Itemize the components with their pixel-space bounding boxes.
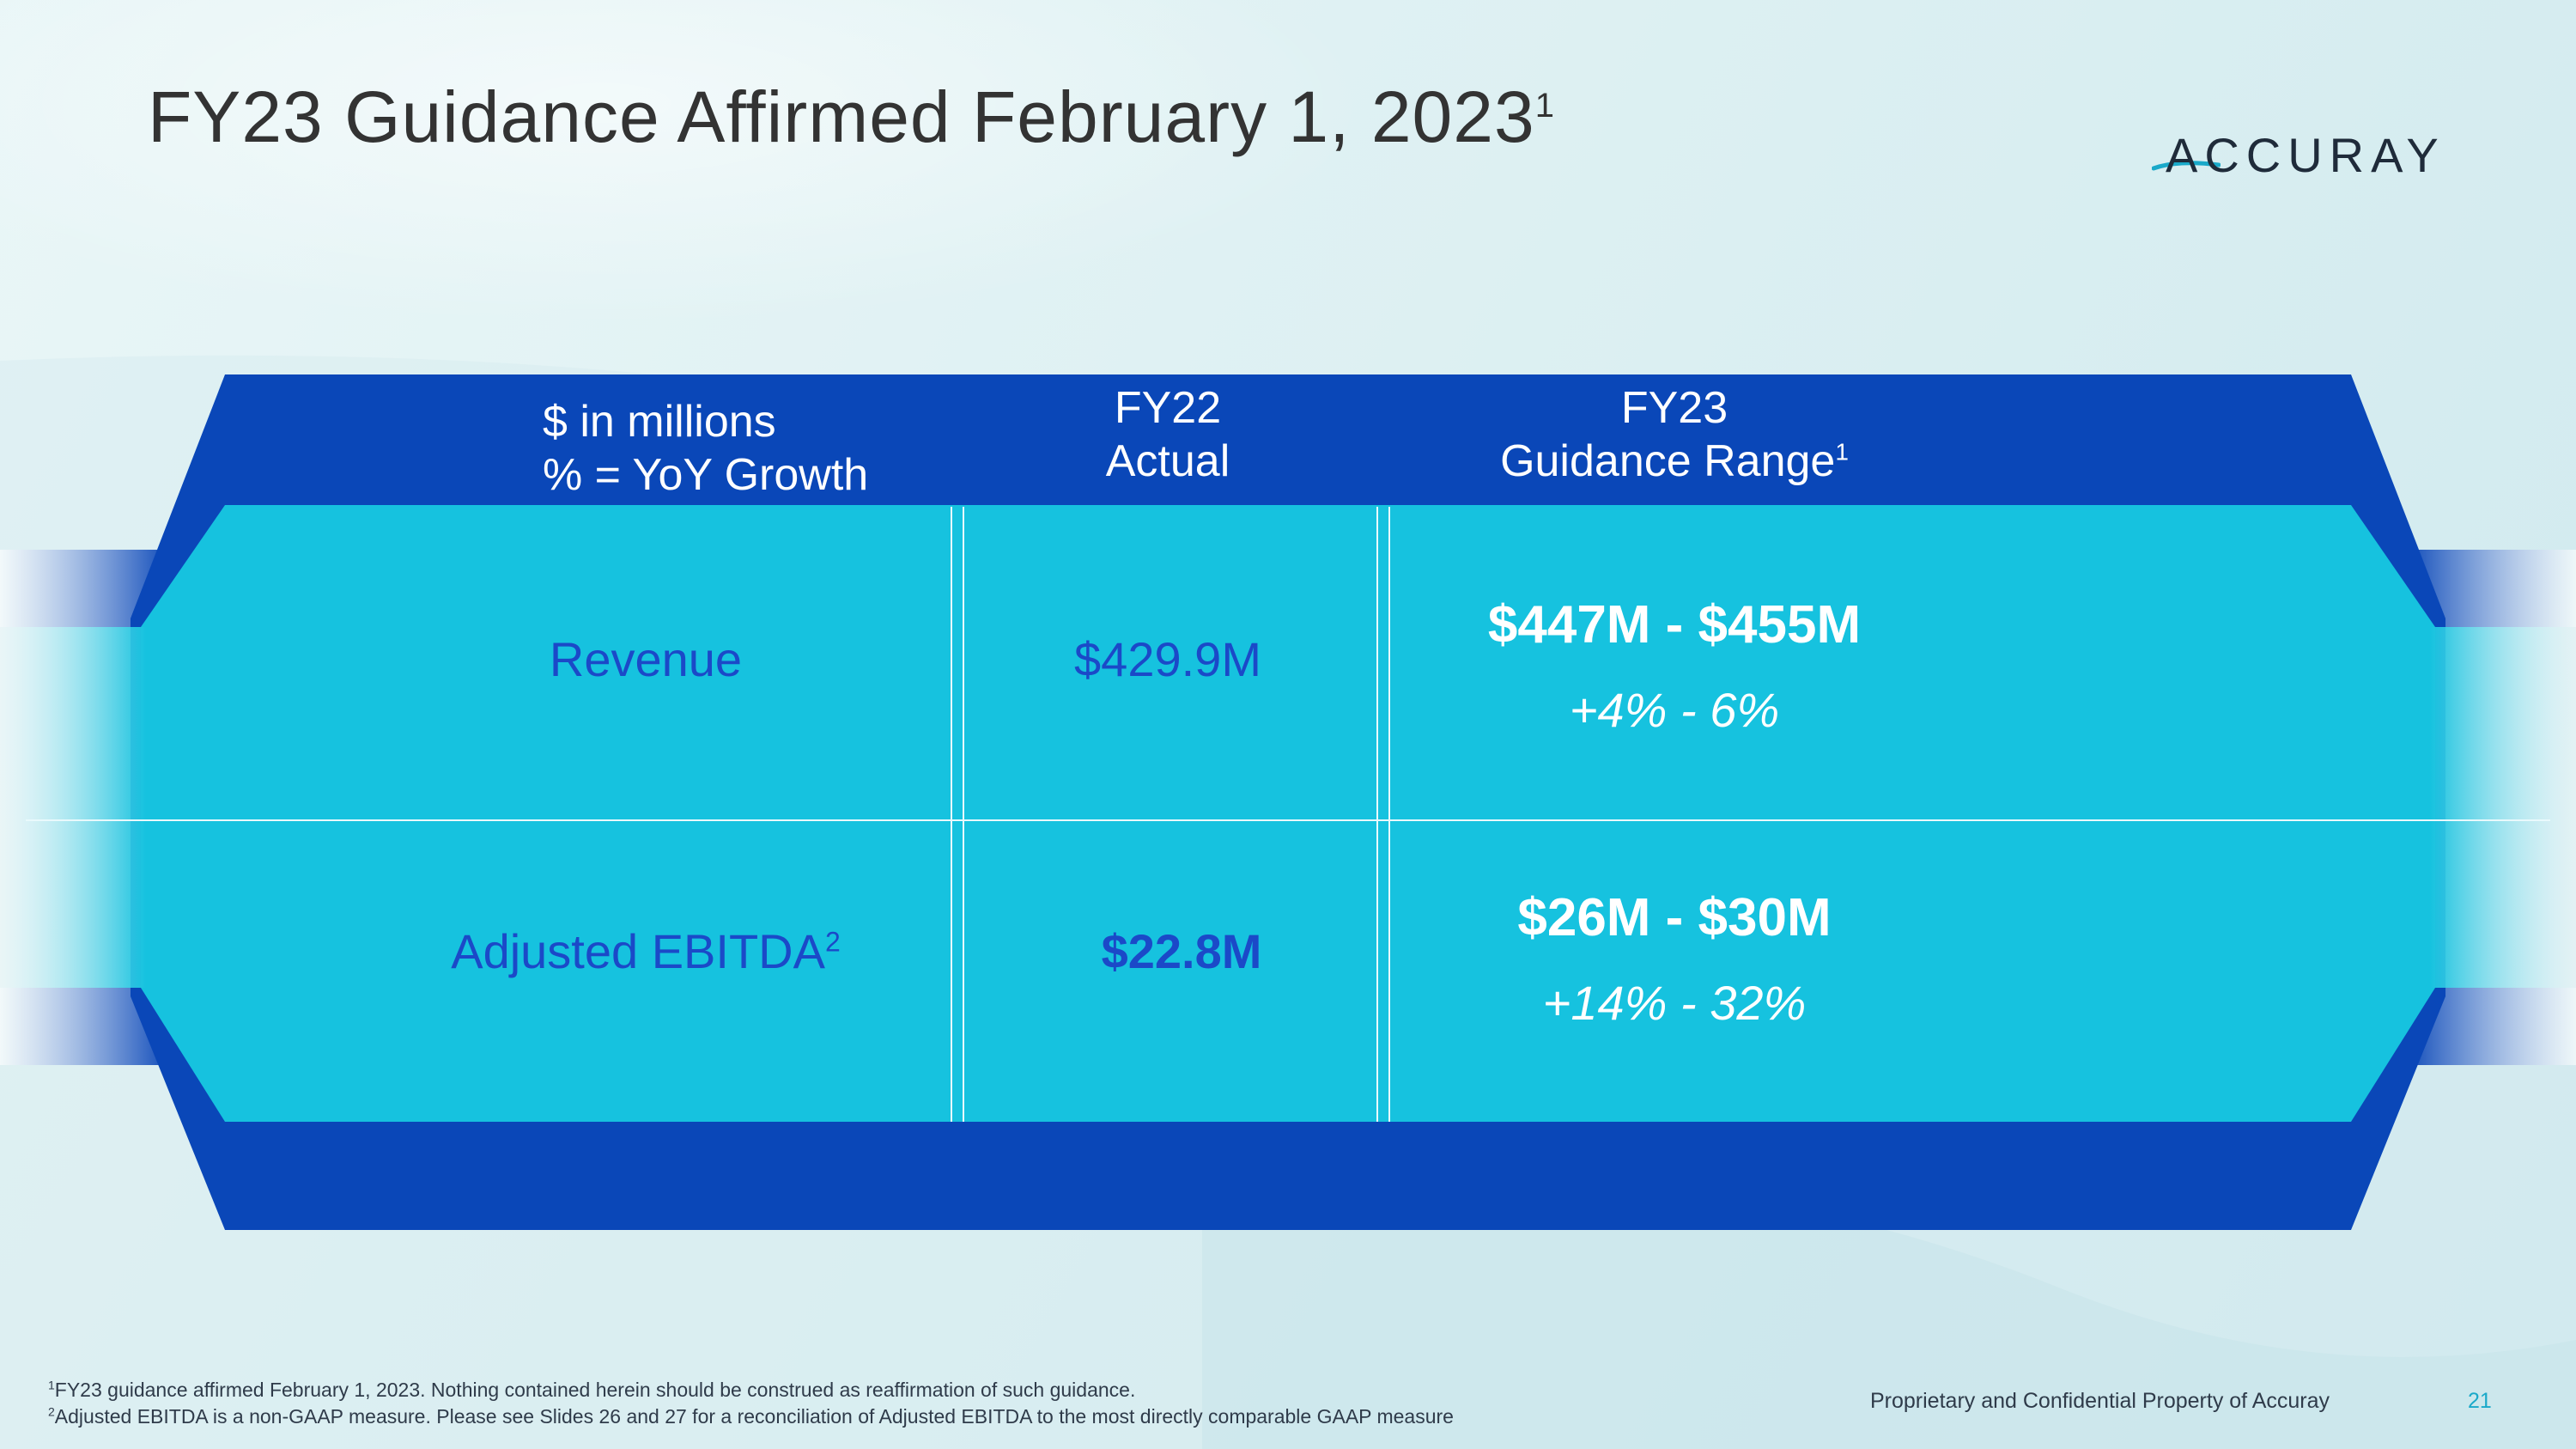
ebitda-growth: +14% - 32% (1542, 976, 1807, 1030)
accuray-swash-icon (2152, 161, 2221, 171)
ebitda-actual: $22.8M (1101, 924, 1262, 978)
left-fade (0, 627, 146, 988)
title-footnote-marker: 1 (1534, 87, 1555, 125)
row-label-adjusted-ebitda: Adjusted EBITDA2 (451, 924, 841, 978)
right-fade (2430, 627, 2576, 988)
revenue-actual: $429.9M (1074, 632, 1261, 686)
units-line-2: % = YoY Growth (543, 450, 869, 500)
units-line-1: $ in millions (543, 397, 776, 447)
footnote-1: 1FY23 guidance affirmed February 1, 2023… (48, 1378, 1136, 1401)
ebitda-footnote-marker: 2 (824, 926, 841, 958)
fy23-header-line-2: Guidance Range1 (1500, 436, 1849, 486)
accuray-logo: ACCURAY (2152, 127, 2461, 182)
units-header: $ in millions % = YoY Growth (543, 395, 868, 502)
fy22-header-line-2: Actual (1105, 436, 1230, 486)
footnotes: 1FY23 guidance affirmed February 1, 2023… (48, 1377, 1454, 1430)
fy23-header-line-1: FY23 (1620, 383, 1728, 433)
ebitda-range: $26M - $30M (1517, 888, 1832, 947)
fy23-header: FY23 Guidance Range1 (1417, 381, 1932, 488)
slide-title: FY23 Guidance Affirmed February 1, 20231 (148, 76, 1555, 157)
table-body (141, 505, 2435, 1122)
fy22-header: FY22 Actual (996, 381, 1340, 488)
guidance-table: $ in millions % = YoY Growth FY22 Actual… (0, 369, 2576, 1237)
fy22-header-line-1: FY22 (1114, 383, 1222, 433)
footnote-2: 2Adjusted EBITDA is a non-GAAP measure. … (48, 1404, 1454, 1428)
revenue-growth: +4% - 6% (1569, 683, 1780, 737)
page-number: 21 (2468, 1389, 2492, 1413)
proprietary-notice: Proprietary and Confidential Property of… (1870, 1389, 2330, 1413)
guidance-footnote-marker: 1 (1835, 438, 1849, 466)
revenue-range: $447M - $455M (1487, 595, 1862, 654)
row-label-revenue: Revenue (549, 632, 743, 686)
logo-wordmark: ACCURAY (2166, 128, 2445, 182)
table-frame (0, 374, 2576, 1230)
